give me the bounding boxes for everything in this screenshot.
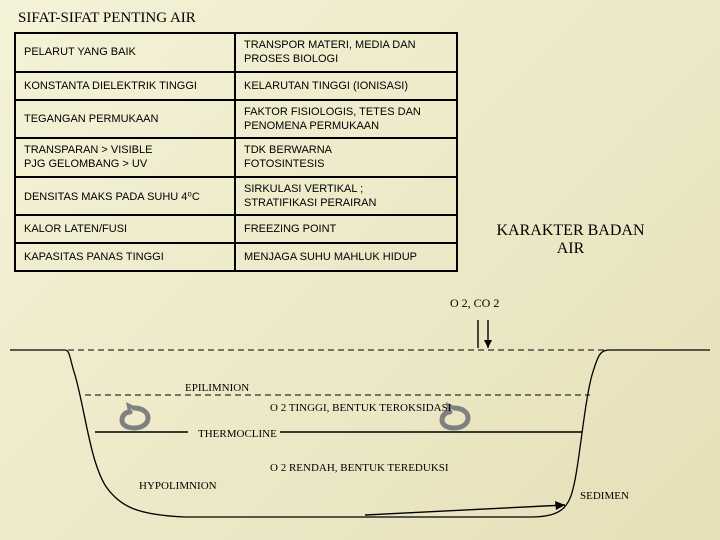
cell-c1: DENSITAS MAKS PADA SUHU 4⁰C <box>15 177 235 216</box>
cell-c2: FREEZING POINT <box>235 215 457 243</box>
cell-c1: KAPASITAS PANAS TINGGI <box>15 243 235 271</box>
cell-c1: TRANSPARAN > VISIBLE PJG GELOMBANG > UV <box>15 138 235 177</box>
epilimnion-label: EPILIMNION <box>185 382 249 394</box>
o2-rendah-label: O 2 RENDAH, BENTUK TEREDUKSI <box>270 462 449 474</box>
o2-tinggi-label: O 2 TINGGI, BENTUK TEROKSIDASI <box>270 402 451 414</box>
cell-c1: KONSTANTA DIELEKTRIK TINGGI <box>15 72 235 100</box>
cell-c2: TDK BERWARNA FOTOSINTESIS <box>235 138 457 177</box>
o2-co2-label: O 2, CO 2 <box>450 296 499 311</box>
table-row: TEGANGAN PERMUKAAN FAKTOR FISIOLOGIS, TE… <box>15 100 457 139</box>
cell-c1: KALOR LATEN/FUSI <box>15 215 235 243</box>
thermocline-label: THERMOCLINE <box>198 428 277 440</box>
table-row: KAPASITAS PANAS TINGGI MENJAGA SUHU MAHL… <box>15 243 457 271</box>
sedimen-label: SEDIMEN <box>580 490 629 502</box>
table-row: DENSITAS MAKS PADA SUHU 4⁰C SIRKULASI VE… <box>15 177 457 216</box>
table-row: TRANSPARAN > VISIBLE PJG GELOMBANG > UV … <box>15 138 457 177</box>
table-row: PELARUT YANG BAIK TRANSPOR MATERI, MEDIA… <box>15 33 457 72</box>
cell-c1: PELARUT YANG BAIK <box>15 33 235 72</box>
karakter-title: KARAKTER BADAN AIR <box>478 222 663 258</box>
cell-c2: KELARUTAN TINGGI (IONISASI) <box>235 72 457 100</box>
hypolimnion-label: HYPOLIMNION <box>139 480 217 492</box>
cell-c2: TRANSPOR MATERI, MEDIA DAN PROSES BIOLOG… <box>235 33 457 72</box>
table-row: KONSTANTA DIELEKTRIK TINGGI KELARUTAN TI… <box>15 72 457 100</box>
table-row: KALOR LATEN/FUSI FREEZING POINT <box>15 215 457 243</box>
cell-c2: MENJAGA SUHU MAHLUK HIDUP <box>235 243 457 271</box>
cell-c1: TEGANGAN PERMUKAAN <box>15 100 235 139</box>
cell-c2: FAKTOR FISIOLOGIS, TETES DAN PENOMENA PE… <box>235 100 457 139</box>
cell-c2: SIRKULASI VERTIKAL ; STRATIFIKASI PERAIR… <box>235 177 457 216</box>
properties-table: PELARUT YANG BAIK TRANSPOR MATERI, MEDIA… <box>14 32 458 272</box>
page-title: SIFAT-SIFAT PENTING AIR <box>18 10 196 27</box>
